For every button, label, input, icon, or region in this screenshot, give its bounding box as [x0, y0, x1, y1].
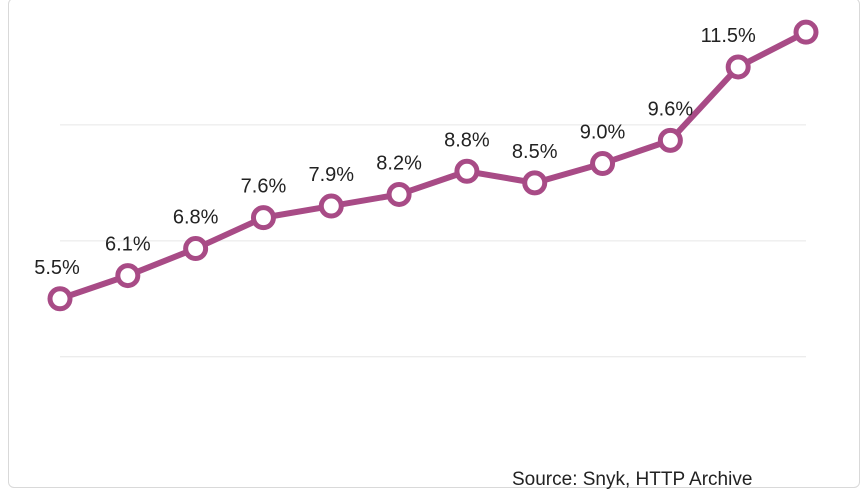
data-point-10 — [725, 54, 751, 80]
data-label-0: 5.5% — [34, 257, 80, 279]
data-label-5: 8.2% — [376, 152, 422, 174]
data-label-2: 6.8% — [173, 207, 219, 229]
series-line — [57, 29, 809, 302]
data-point-7 — [522, 170, 548, 196]
data-point-11 — [793, 19, 819, 45]
data-label-8: 9.0% — [580, 122, 626, 144]
data-point-2 — [183, 236, 209, 262]
chart-frame — [8, 0, 860, 488]
data-label-7: 8.5% — [512, 141, 558, 163]
data-point-6 — [454, 158, 480, 184]
data-point-4 — [318, 193, 344, 219]
source-note: Source: Snyk, HTTP Archive — [512, 469, 753, 490]
data-label-10: 11.5% — [701, 25, 756, 47]
data-point-5 — [386, 181, 412, 207]
data-label-9: 9.6% — [648, 98, 694, 120]
data-label-6: 8.8% — [444, 129, 490, 151]
data-label-1: 6.1% — [105, 234, 151, 256]
data-point-1 — [115, 263, 141, 289]
data-label-3: 7.6% — [241, 176, 287, 198]
data-point-9 — [657, 127, 683, 153]
data-point-8 — [590, 151, 616, 177]
data-point-3 — [250, 205, 276, 231]
data-label-4: 7.9% — [308, 164, 354, 186]
data-point-0 — [47, 286, 73, 312]
